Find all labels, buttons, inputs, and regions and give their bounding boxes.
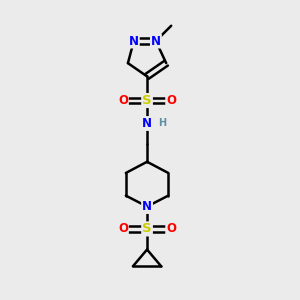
Text: O: O [166, 94, 176, 107]
Text: S: S [142, 222, 152, 236]
Text: O: O [118, 94, 128, 107]
Text: N: N [129, 34, 139, 48]
Text: S: S [142, 94, 152, 107]
Text: N: N [142, 117, 152, 130]
Text: N: N [151, 34, 161, 48]
Text: O: O [166, 222, 176, 236]
Text: N: N [142, 200, 152, 213]
Text: H: H [158, 118, 166, 128]
Text: O: O [118, 222, 128, 236]
